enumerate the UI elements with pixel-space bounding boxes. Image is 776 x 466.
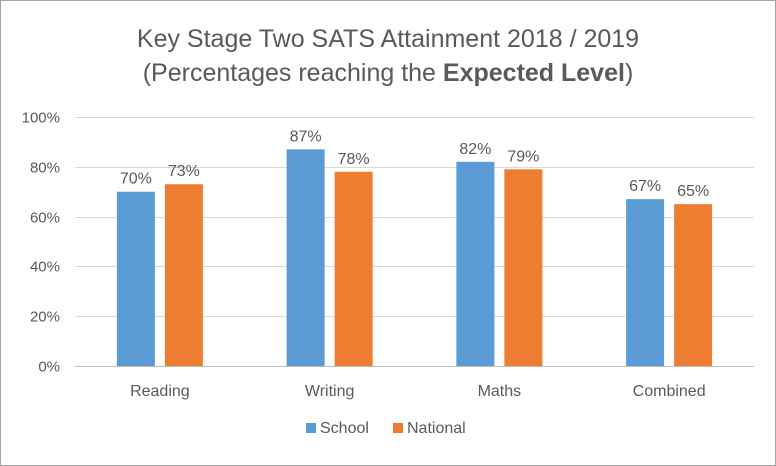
y-tick-label: 80% (30, 160, 60, 177)
data-label: 65% (677, 183, 709, 200)
data-label: 70% (120, 171, 152, 188)
bar-school-reading (116, 191, 155, 366)
y-tick-label: 60% (30, 210, 60, 227)
data-label: 73% (168, 163, 200, 180)
chart-title-suffix: ) (624, 59, 634, 87)
legend-label-school: School (320, 420, 369, 437)
data-label: 79% (507, 148, 539, 165)
bar-school-writing (286, 149, 325, 366)
x-tick-label: Combined (633, 383, 706, 400)
chart-title-bold: Expected Level (442, 59, 625, 87)
data-label: 78% (338, 151, 370, 168)
data-label: 87% (290, 128, 322, 145)
y-tick-label: 40% (30, 259, 60, 276)
chart-title-line-2: (Percentages reaching the Expected Level… (0, 57, 776, 89)
y-tick-label: 100% (22, 110, 60, 127)
data-label: 67% (629, 178, 661, 195)
bar-school-maths (456, 161, 495, 366)
x-tick-label: Reading (130, 383, 190, 400)
bar-national-combined (674, 204, 713, 366)
bar-national-reading (164, 184, 203, 366)
legend-label-national: National (407, 420, 466, 437)
legend-swatch-national (393, 423, 403, 433)
chart-title-line-1: Key Stage Two SATS Attainment 2018 / 201… (136, 25, 640, 53)
bar-national-writing (334, 171, 373, 366)
bar-national-maths (504, 169, 543, 366)
x-tick-label: Writing (305, 383, 355, 400)
legend-swatch-school (306, 423, 316, 433)
y-tick-label: 0% (38, 359, 60, 376)
chart-title-prefix: (Percentages reaching the (142, 59, 443, 87)
x-tick-label: Maths (478, 383, 522, 400)
bar-school-combined (626, 199, 665, 366)
data-label: 82% (459, 141, 491, 158)
y-tick-label: 20% (30, 309, 60, 326)
